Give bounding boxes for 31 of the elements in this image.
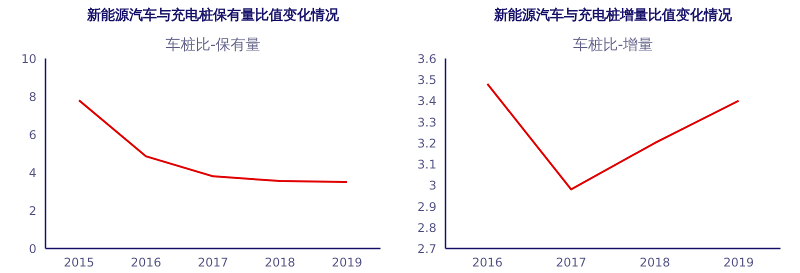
chart-subtitle: 车桩比-增量: [572, 36, 654, 54]
chart-title: 新能源汽车与充电桩增量比值变化情况: [493, 6, 733, 24]
x-tick-label: 2017: [198, 256, 228, 270]
x-tick-label: 2015: [64, 256, 94, 270]
x-tick-label: 2016: [472, 256, 503, 270]
line-series: [486, 82, 740, 190]
y-tick-label: 2.9: [417, 200, 437, 214]
line-series: [78, 99, 348, 183]
x-tick-label: 2018: [264, 256, 296, 270]
y-tick-label: 3.5: [417, 73, 437, 88]
x-tick-label: 2019: [723, 256, 754, 270]
chart-title: 新能源汽车与充电桩保有量比值变化情况: [86, 6, 340, 24]
x-tick-label: 2017: [556, 256, 586, 270]
y-tick-label: 3.3: [417, 115, 437, 130]
x-tick-label: 2018: [640, 256, 670, 270]
x-tick-label: 2019: [332, 256, 362, 270]
y-tick-label: 3.1: [417, 158, 437, 172]
y-tick-label: 6: [28, 128, 37, 142]
y-tick-label: 3.4: [417, 94, 437, 108]
chart-subtitle: 车桩比-保有量: [165, 36, 261, 54]
y-tick-label: 0: [28, 242, 37, 256]
x-tick-label: 2016: [130, 256, 162, 270]
y-tick-label: 2: [28, 204, 37, 218]
y-tick-label: 8: [28, 90, 37, 104]
y-tick-label: 3: [428, 178, 437, 193]
y-tick-label: 10: [21, 52, 37, 66]
y-tick-label: 3.2: [417, 136, 437, 150]
y-tick-label: 3.6: [417, 52, 437, 66]
y-tick-label: 2.7: [417, 242, 437, 256]
y-tick-label: 4: [28, 166, 37, 180]
y-tick-label: 2.8: [417, 220, 437, 235]
